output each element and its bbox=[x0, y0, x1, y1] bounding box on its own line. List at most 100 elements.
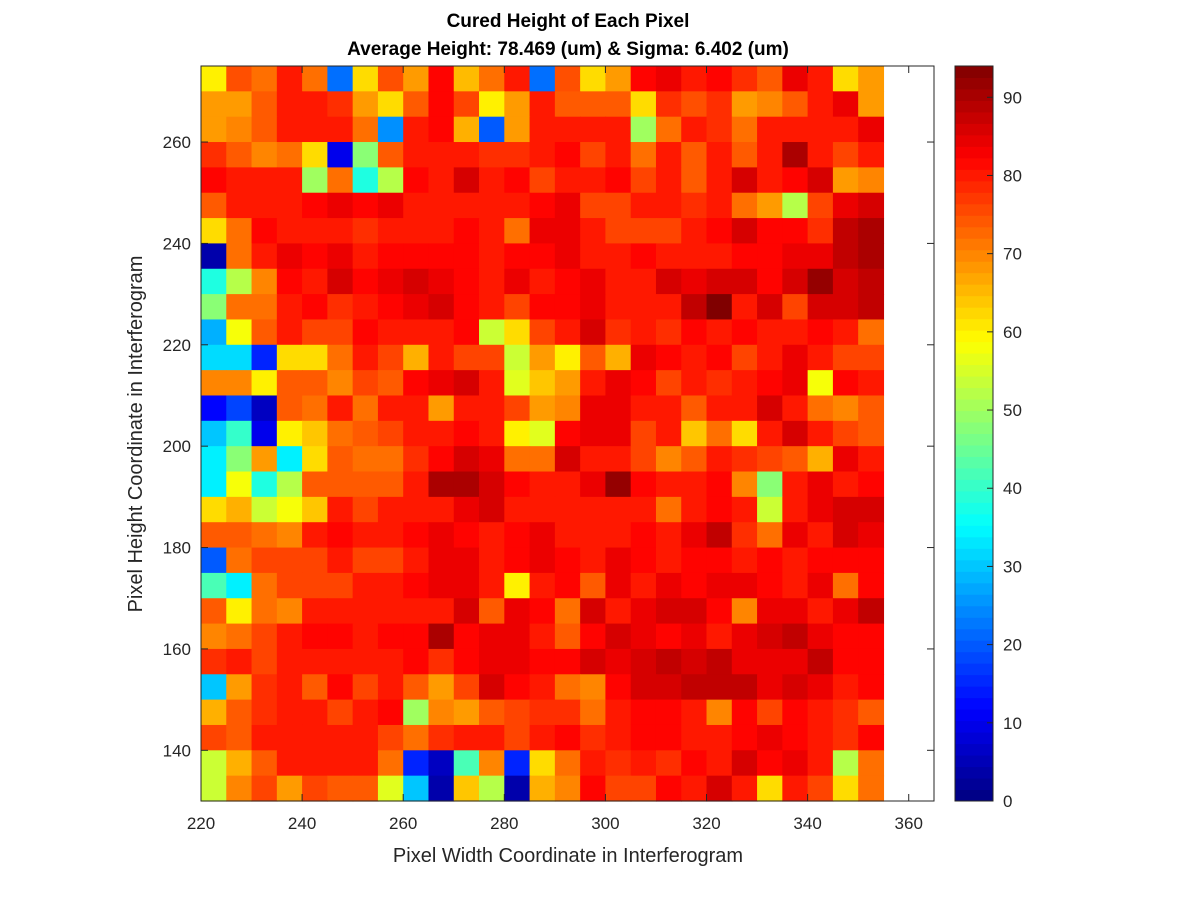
heatmap-cell bbox=[352, 268, 379, 295]
heatmap-cell bbox=[403, 699, 430, 726]
colorbar-ticks: 0 10 20 30 40 50 60 70 80 90 bbox=[987, 88, 1022, 811]
heatmap-cell bbox=[782, 522, 809, 549]
heatmap-cell bbox=[352, 218, 379, 245]
heatmap-cell bbox=[706, 699, 733, 726]
heatmap-cell bbox=[554, 775, 581, 802]
heatmap-cell bbox=[276, 446, 303, 473]
heatmap-cell bbox=[504, 699, 531, 726]
heatmap-cell bbox=[807, 218, 834, 245]
heatmap-cell bbox=[479, 648, 505, 675]
heatmap-cell bbox=[352, 344, 379, 371]
heatmap-cell bbox=[276, 294, 303, 321]
heatmap-cell bbox=[580, 268, 607, 295]
heatmap-cell bbox=[529, 91, 556, 118]
heatmap-cell bbox=[832, 344, 859, 371]
heatmap-cell bbox=[479, 218, 505, 245]
heatmap-cell bbox=[706, 750, 733, 777]
heatmap-cell bbox=[201, 775, 227, 802]
heatmap-cell bbox=[731, 91, 758, 118]
heatmap-cell bbox=[782, 167, 809, 194]
heatmap-cell bbox=[782, 648, 809, 675]
heatmap-cell bbox=[757, 547, 783, 574]
heatmap-cell bbox=[276, 775, 303, 802]
heatmap-cell bbox=[529, 420, 556, 447]
heatmap-cell bbox=[352, 572, 379, 599]
heatmap-cell bbox=[453, 167, 480, 194]
heatmap-cell bbox=[377, 420, 404, 447]
heatmap-cell bbox=[630, 66, 657, 92]
heatmap-cell bbox=[757, 167, 783, 194]
heatmap-cell bbox=[554, 395, 581, 422]
heatmap-cell bbox=[706, 66, 733, 92]
heatmap-cell bbox=[681, 243, 708, 270]
heatmap-cell bbox=[352, 142, 379, 168]
heatmap-cell bbox=[453, 420, 480, 447]
heatmap-cell bbox=[352, 370, 379, 397]
heatmap-cell bbox=[731, 471, 758, 498]
heatmap-cell bbox=[580, 395, 607, 422]
colorbar-segment bbox=[955, 215, 993, 228]
heatmap-cell bbox=[807, 319, 834, 346]
heatmap-cell bbox=[226, 319, 253, 346]
colorbar-tick-label: 80 bbox=[1003, 166, 1022, 185]
heatmap-cell bbox=[706, 294, 733, 321]
heatmap-cell bbox=[529, 522, 556, 549]
heatmap-cell bbox=[327, 598, 354, 625]
heatmap-cell bbox=[403, 344, 430, 371]
heatmap-cell bbox=[403, 91, 430, 118]
heatmap-cell bbox=[832, 572, 859, 599]
heatmap-cell bbox=[655, 775, 682, 802]
heatmap-cell bbox=[276, 598, 303, 625]
heatmap-cell bbox=[201, 572, 227, 599]
heatmap-cell bbox=[302, 724, 328, 751]
heatmap-cell bbox=[226, 674, 253, 701]
heatmap-cell bbox=[453, 572, 480, 599]
heatmap-cell bbox=[251, 724, 278, 751]
colorbar-segment bbox=[955, 226, 993, 239]
heatmap-cell bbox=[453, 395, 480, 422]
heatmap-cell bbox=[201, 218, 227, 245]
heatmap-cell bbox=[428, 724, 455, 751]
heatmap-cell bbox=[403, 471, 430, 498]
heatmap-cell bbox=[580, 218, 607, 245]
heatmap-cell bbox=[681, 91, 708, 118]
heatmap-cell bbox=[782, 547, 809, 574]
heatmap-cell bbox=[377, 294, 404, 321]
heatmap-cell bbox=[377, 446, 404, 473]
heatmap-cell bbox=[403, 446, 430, 473]
heatmap-cell bbox=[605, 344, 632, 371]
x-axis-label: Pixel Width Coordinate in Interferogram bbox=[393, 845, 743, 867]
heatmap-cell bbox=[858, 724, 885, 751]
heatmap-cell bbox=[428, 268, 455, 295]
heatmap-cell bbox=[479, 446, 505, 473]
heatmap-cell bbox=[529, 142, 556, 168]
heatmap-cell bbox=[377, 370, 404, 397]
heatmap-cell bbox=[302, 243, 328, 270]
heatmap-cell bbox=[251, 344, 278, 371]
heatmap-cell bbox=[529, 370, 556, 397]
heatmap-cell bbox=[807, 496, 834, 523]
heatmap-cell bbox=[251, 775, 278, 802]
heatmap-cell bbox=[580, 192, 607, 219]
heatmap-cell bbox=[504, 623, 531, 650]
heatmap-cell bbox=[504, 547, 531, 574]
heatmap-cell bbox=[251, 598, 278, 625]
heatmap-cell bbox=[251, 522, 278, 549]
colorbar-segment bbox=[955, 249, 993, 262]
heatmap-cell bbox=[731, 319, 758, 346]
heatmap-cell bbox=[554, 699, 581, 726]
heatmap-cell bbox=[226, 572, 253, 599]
colorbar-tick-label: 30 bbox=[1003, 557, 1022, 576]
heatmap-cell bbox=[757, 674, 783, 701]
heatmap-cell bbox=[327, 370, 354, 397]
heatmap-cell bbox=[479, 598, 505, 625]
heatmap-cell bbox=[327, 674, 354, 701]
heatmap-cell bbox=[251, 142, 278, 168]
y-tick-label: 160 bbox=[163, 640, 191, 659]
heatmap-cell bbox=[807, 395, 834, 422]
colorbar-segment bbox=[955, 755, 993, 768]
heatmap-cell bbox=[630, 420, 657, 447]
heatmap-cell bbox=[630, 446, 657, 473]
heatmap-cell bbox=[580, 142, 607, 168]
